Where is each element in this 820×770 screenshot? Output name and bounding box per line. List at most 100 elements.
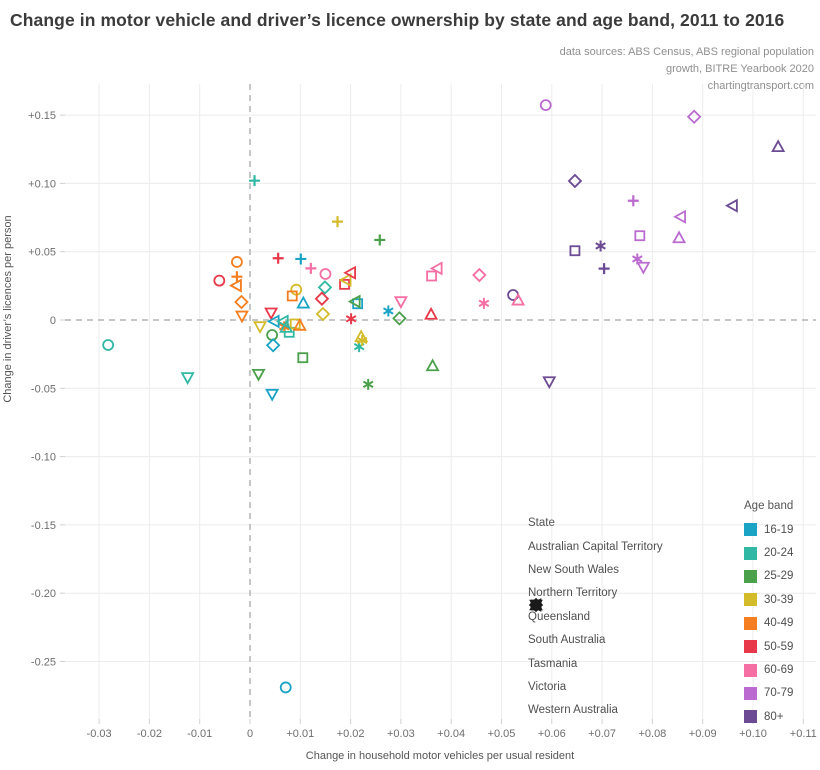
age-legend-item-60-69[interactable]: 60-69	[744, 658, 793, 681]
age-color-swatch	[744, 523, 757, 537]
marker-tasmania-40-49[interactable]	[292, 317, 307, 331]
marker-victoria-20-24[interactable]	[180, 372, 195, 386]
marker-queensland-25-29[interactable]	[362, 378, 374, 390]
age-legend-item-40-49[interactable]: 40-49	[744, 612, 793, 635]
marker-south-australia-25-29[interactable]	[392, 311, 407, 326]
marker-western-australia-40-49[interactable]	[229, 278, 242, 293]
marker-victoria-40-49[interactable]	[234, 310, 249, 324]
state-legend-item-victoria[interactable]: Victoria	[528, 599, 663, 698]
marker-western-australia-60-69[interactable]	[429, 261, 443, 276]
marker-western-australia-25-29[interactable]	[347, 294, 361, 309]
state-legend-title: State	[528, 517, 555, 529]
state-legend-item-new-south-wales[interactable]: New South Wales	[528, 558, 663, 611]
state-legend-label: Western Australia	[528, 704, 618, 717]
marker-australian-capital-territory-60-69[interactable]	[319, 268, 332, 280]
marker-tasmania-70-79[interactable]	[672, 230, 687, 244]
age-legend-item-30-39[interactable]: 30-39	[744, 588, 793, 611]
marker-south-australia-80+[interactable]	[567, 173, 583, 189]
marker-south-australia-20-24[interactable]	[317, 280, 333, 295]
marker-queensland-60-69[interactable]	[478, 297, 490, 309]
marker-tasmania-80+[interactable]	[771, 139, 786, 153]
marker-australian-capital-territory-40-49[interactable]	[231, 256, 243, 268]
marker-south-australia-16-19[interactable]	[265, 337, 281, 353]
age-legend-item-25-29[interactable]: 25-29	[744, 565, 793, 588]
marker-tasmania-30-39[interactable]	[354, 329, 369, 343]
marker-western-australia-70-79[interactable]	[673, 209, 686, 224]
marker-western-australia-50-59[interactable]	[343, 265, 356, 280]
marker-western-australia-30-39[interactable]	[338, 272, 352, 287]
marker-northern-territory-20-24[interactable]	[249, 175, 261, 187]
age-legend-item-80+[interactable]: 80+	[744, 705, 793, 728]
age-legend-label: 70-79	[764, 687, 794, 700]
marker-victoria-50-59[interactable]	[264, 307, 279, 321]
marker-western-australia-20-24[interactable]	[275, 314, 289, 329]
marker-victoria-25-29[interactable]	[251, 368, 266, 382]
marker-tasmania-60-69[interactable]	[511, 292, 526, 306]
source-line-2: growth, BITRE Yearbook 2020	[666, 63, 814, 75]
marker-tasmania-50-59[interactable]	[424, 306, 439, 320]
state-legend-item-south-australia[interactable]: South Australia	[528, 597, 663, 652]
marker-western-australia-80+[interactable]	[725, 198, 738, 213]
marker-victoria-30-39[interactable]	[253, 321, 268, 335]
x-tick-label: +0.11	[790, 728, 817, 740]
age-legend-label: 16-19	[764, 523, 794, 536]
marker-northern-territory-60-69[interactable]	[305, 262, 317, 274]
x-tick-label: +0.01	[286, 728, 314, 740]
marker-victoria-70-79[interactable]	[636, 261, 651, 275]
marker-new-south-wales-80+[interactable]	[569, 245, 581, 257]
age-color-swatch	[744, 663, 757, 677]
marker-northern-territory-80+[interactable]	[598, 263, 610, 275]
marker-queensland-80+[interactable]	[595, 240, 606, 252]
marker-new-south-wales-70-79[interactable]	[634, 230, 646, 242]
marker-australian-capital-territory-50-59[interactable]	[213, 274, 226, 287]
age-color-swatch	[744, 710, 757, 724]
marker-south-australia-70-79[interactable]	[686, 109, 702, 125]
scatter-plot[interactable]: -0.03 -0.02 -0.01 0 +0.01 +0.02 +0.03 +0.04 +0.0…	[0, 80, 820, 770]
age-legend-item-50-59[interactable]: 50-59	[744, 635, 793, 658]
state-legend-item-western-australia[interactable]: Western Australia	[528, 598, 663, 722]
marker-victoria-80+[interactable]	[542, 376, 557, 390]
state-legend-label: New South Wales	[528, 564, 619, 577]
marker-queensland-16-19[interactable]	[383, 305, 394, 317]
marker-australian-capital-territory-25-29[interactable]	[266, 329, 279, 341]
state-legend-item-northern-territory[interactable]: Northern Territory	[528, 582, 663, 611]
age-legend-item-20-24[interactable]: 20-24	[744, 541, 793, 564]
age-legend-item-70-79[interactable]: 70-79	[744, 682, 793, 705]
age-legend-label: 50-59	[764, 640, 794, 653]
marker-australian-capital-territory-20-24[interactable]	[102, 339, 115, 351]
x-tick-label: +0.10	[739, 728, 767, 740]
marker-tasmania-20-24[interactable]	[279, 320, 294, 333]
marker-new-south-wales-25-29[interactable]	[297, 352, 309, 364]
marker-south-australia-50-59[interactable]	[314, 291, 330, 306]
marker-victoria-60-69[interactable]	[393, 296, 408, 310]
age-legend-item-16-19[interactable]: 16-19	[744, 518, 793, 541]
marker-australian-capital-territory-16-19[interactable]	[279, 681, 292, 694]
marker-new-south-wales-60-69[interactable]	[426, 270, 437, 282]
marker-tasmania-25-29[interactable]	[425, 358, 440, 372]
marker-new-south-wales-40-49[interactable]	[286, 290, 298, 302]
marker-south-australia-40-49[interactable]	[234, 294, 249, 310]
age-legend-label: 30-39	[764, 593, 794, 606]
marker-northern-territory-50-59[interactable]	[272, 252, 284, 264]
state-legend-item-tasmania[interactable]: Tasmania	[528, 597, 663, 675]
marker-tasmania-16-19[interactable]	[296, 295, 311, 309]
marker-australian-capital-territory-70-79[interactable]	[539, 99, 552, 112]
age-legend-label: 60-69	[764, 664, 794, 677]
age-legend: Age band 16-19 20-24 25-29 30-39 40-49 50-59 6…	[744, 500, 793, 729]
marker-victoria-16-19[interactable]	[265, 388, 280, 402]
x-tick-label: -0.02	[137, 728, 162, 740]
age-legend-label: 40-49	[764, 617, 794, 630]
age-legend-title: Age band	[744, 500, 794, 512]
marker-northern-territory-25-29[interactable]	[374, 234, 386, 246]
state-legend-item-australian-capital-territory[interactable]: Australian Capital Territory	[528, 535, 663, 611]
marker-northern-territory-30-39[interactable]	[332, 216, 344, 228]
marker-queensland-50-59[interactable]	[345, 313, 357, 325]
marker-south-australia-30-39[interactable]	[315, 306, 331, 322]
state-legend-label: Australian Capital Territory	[528, 540, 663, 553]
marker-northern-territory-16-19[interactable]	[295, 253, 307, 265]
marker-northern-territory-70-79[interactable]	[627, 195, 639, 207]
marker-south-australia-60-69[interactable]	[472, 267, 487, 283]
marker-northern-territory-40-49[interactable]	[231, 271, 243, 283]
state-legend-item-queensland[interactable]: Queensland	[528, 599, 663, 628]
